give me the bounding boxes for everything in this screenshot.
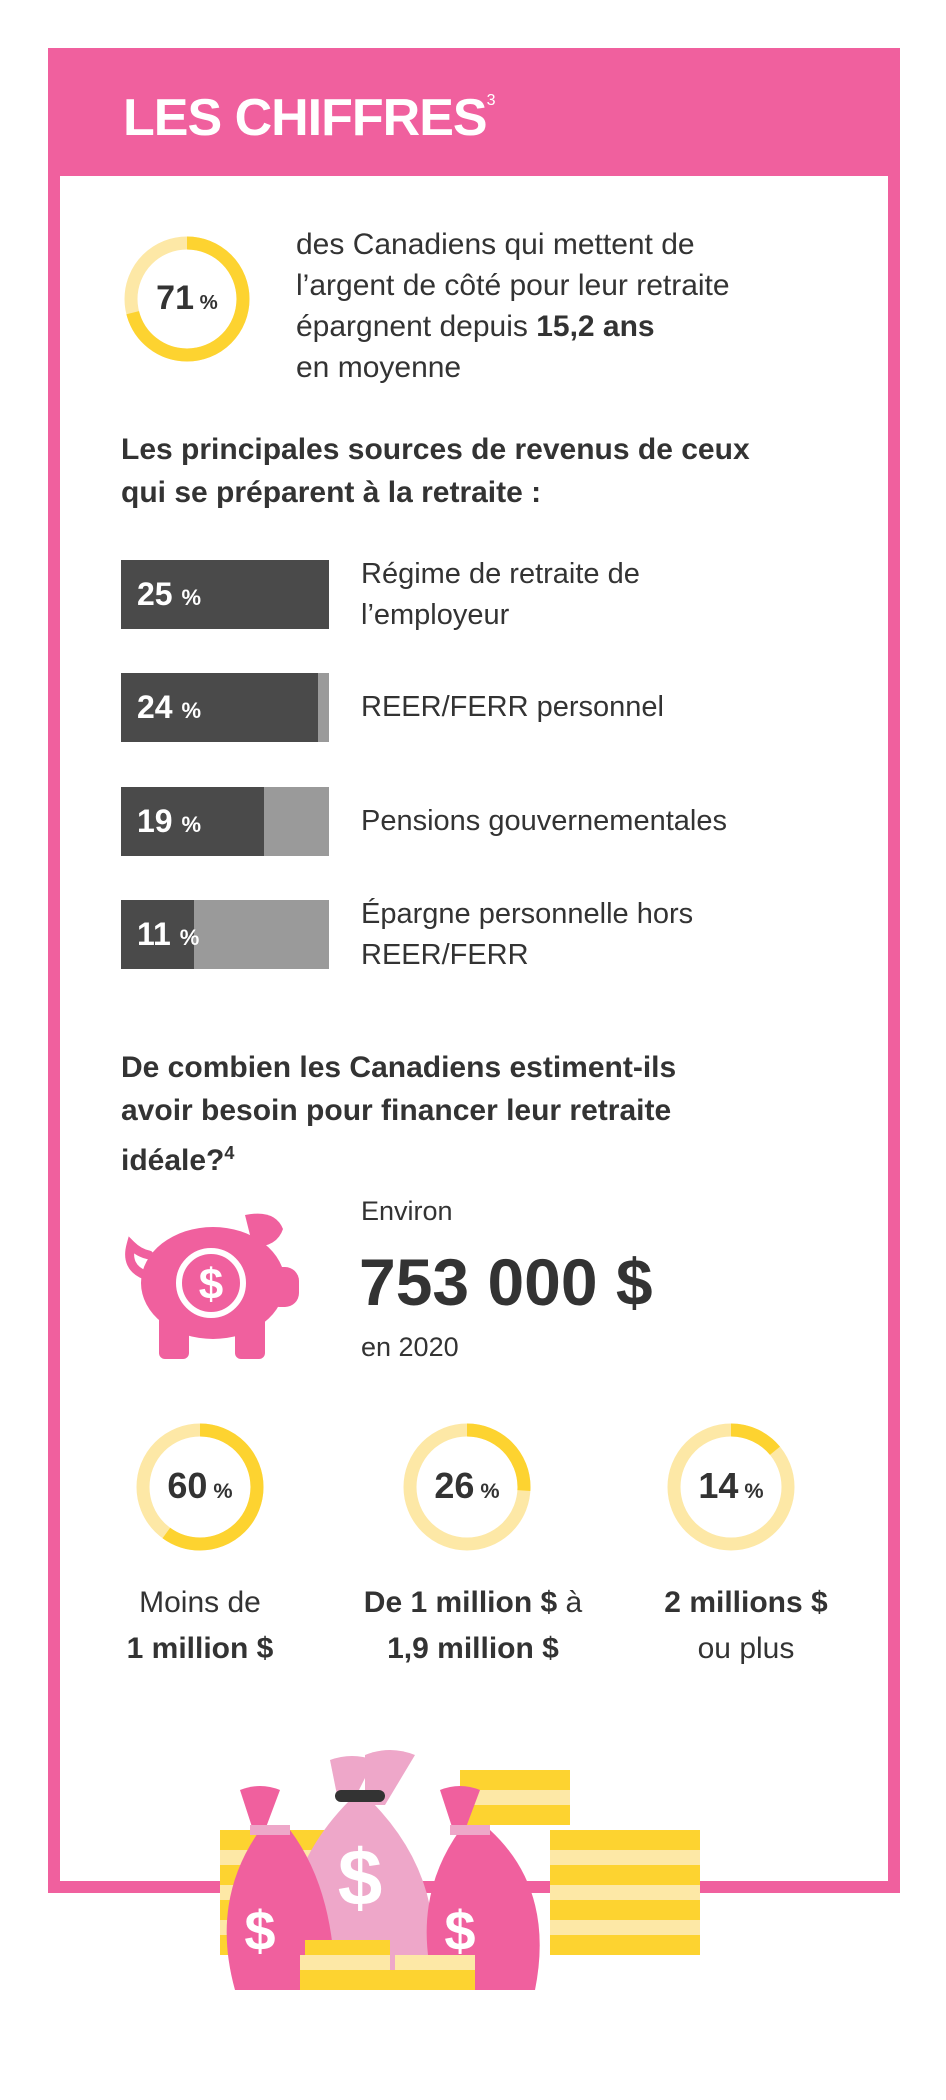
title-footnote: 3: [486, 92, 496, 109]
money-bags-illustration: $ $ $: [220, 1750, 700, 1990]
donut-value: 60 %: [167, 1465, 233, 1506]
estimate-amount: 753 000 $: [359, 1245, 653, 1319]
donut-chart: [403, 1423, 531, 1551]
bar-value: 19 %: [137, 803, 202, 839]
donut-chart: [136, 1423, 264, 1551]
income-source-label: REER/FERR personnel: [361, 691, 664, 723]
bar-value: 25 %: [137, 576, 202, 612]
retirement-need-caption: Moins de 1 million $: [126, 1586, 274, 1665]
donut-arc: [667, 1423, 795, 1551]
retirement-need-caption: 2 millions $ ou plus: [664, 1586, 828, 1665]
savers-description: des Canadiens qui mettent de l’argent de…: [296, 224, 730, 388]
savers-donut: 71 %: [123, 235, 251, 363]
income-source-bar: 19 %: [121, 787, 329, 856]
estimate-year: en 2020: [361, 1332, 459, 1362]
sources-heading: Les principales sources de revenus de ce…: [121, 433, 750, 509]
content-panel: [60, 176, 888, 1881]
retirement-need-donut: 60 %: [134, 1421, 266, 1553]
retirement-need-caption: De 1 million $ à 1,9 million $: [363, 1586, 583, 1665]
text-line: des Canadiens qui mettent de: [296, 228, 695, 261]
svg-text:$: $: [199, 1260, 223, 1309]
svg-text:$: $: [338, 1833, 383, 1922]
bar-value: 11 %: [137, 916, 200, 952]
income-source-label: Régime de retraite de l’employeur: [361, 558, 640, 631]
text-line: épargnent depuis 15,2 ans: [296, 310, 655, 343]
text-line: l’argent de côté pour leur retraite: [296, 269, 730, 302]
bar-fill: [121, 900, 194, 969]
income-source-label: Épargne personnelle hors REER/FERR: [361, 898, 694, 971]
donut-arc: [403, 1423, 531, 1551]
donut-chart: [667, 1423, 795, 1551]
text-line: en moyenne: [296, 351, 462, 384]
estimate-prefix: Environ: [361, 1196, 453, 1226]
retirement-need-donut: 26 %: [401, 1421, 533, 1553]
donut-arc: [136, 1423, 264, 1551]
bar-fill: [121, 560, 329, 629]
donut-value: 71 %: [156, 279, 218, 317]
income-source-bar: 25 %: [121, 560, 329, 629]
page-title: LES CHIFFRES3: [123, 88, 496, 148]
income-source-bar: 24 %: [121, 673, 329, 742]
donut-chart: [124, 236, 250, 362]
donut-value: 26 %: [434, 1465, 500, 1506]
income-source-bar: 11 %: [121, 900, 329, 969]
bar-fill: [121, 787, 265, 856]
svg-text:$: $: [444, 1899, 475, 1962]
bar-value: 24 %: [137, 689, 202, 725]
estimate-heading: De combien les Canadiens estiment-ils av…: [121, 1051, 677, 1177]
piggy-bank-icon: $: [125, 1213, 299, 1359]
donut-value: 14 %: [698, 1465, 764, 1506]
income-source-label: Pensions gouvernementales: [361, 805, 727, 837]
title-text: LES CHIFFRES: [123, 89, 488, 147]
svg-text:$: $: [244, 1899, 275, 1962]
bar-fill: [121, 673, 319, 742]
retirement-need-donut: 14 %: [665, 1421, 797, 1553]
donut-arc: [124, 236, 250, 362]
